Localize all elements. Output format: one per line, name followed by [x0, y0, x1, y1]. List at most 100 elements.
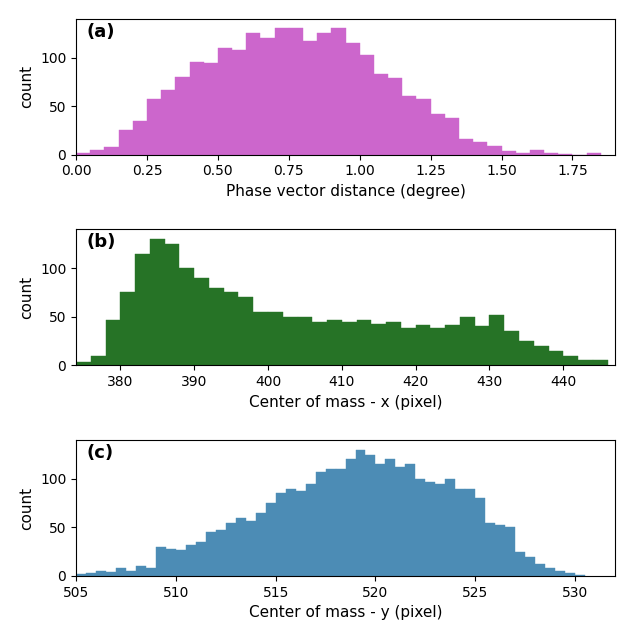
Bar [90, 150, 105, 155]
Bar [156, 546, 166, 576]
Bar [238, 297, 253, 366]
Bar [106, 320, 120, 366]
Text: (c): (c) [87, 444, 114, 462]
Bar [535, 564, 545, 576]
Bar [286, 488, 295, 576]
Bar [295, 491, 306, 576]
Bar [374, 74, 388, 155]
Bar [488, 146, 501, 155]
Bar [402, 96, 417, 155]
Bar [489, 315, 504, 366]
Bar [209, 287, 224, 366]
Bar [216, 530, 226, 576]
Bar [283, 317, 297, 366]
Bar [476, 498, 485, 576]
Bar [436, 484, 445, 576]
Bar [565, 573, 575, 576]
Bar [388, 78, 402, 155]
Bar [306, 484, 316, 576]
Bar [256, 513, 266, 576]
Bar [176, 550, 186, 576]
Text: (a): (a) [87, 23, 115, 41]
Bar [150, 239, 165, 366]
Bar [176, 77, 190, 155]
Bar [105, 147, 119, 155]
Bar [356, 320, 372, 366]
Bar [455, 488, 465, 576]
Bar [224, 292, 238, 366]
Bar [236, 518, 246, 576]
Bar [166, 549, 176, 576]
Bar [495, 525, 505, 576]
Bar [356, 449, 365, 576]
Bar [190, 63, 204, 155]
Bar [586, 153, 601, 155]
Bar [335, 469, 346, 576]
Bar [459, 139, 473, 155]
Bar [445, 324, 460, 366]
Bar [297, 317, 313, 366]
Bar [146, 568, 156, 576]
Bar [276, 493, 286, 576]
Bar [253, 312, 268, 366]
Bar [266, 503, 276, 576]
Bar [555, 571, 565, 576]
Bar [96, 571, 106, 576]
Text: (b): (b) [87, 233, 116, 252]
Bar [544, 153, 559, 155]
Bar [425, 482, 436, 576]
X-axis label: Center of mass - y (pixel): Center of mass - y (pixel) [249, 605, 443, 620]
Bar [475, 327, 489, 366]
Bar [268, 312, 283, 366]
Bar [346, 459, 356, 576]
Bar [218, 48, 232, 155]
Bar [136, 566, 146, 576]
Bar [135, 254, 150, 366]
Bar [332, 29, 346, 155]
Bar [316, 472, 326, 576]
Bar [515, 552, 525, 576]
Bar [246, 33, 261, 155]
Bar [372, 324, 386, 366]
Bar [416, 324, 430, 366]
Bar [465, 488, 476, 576]
Bar [359, 54, 374, 155]
Bar [232, 50, 246, 155]
Bar [313, 322, 327, 366]
Bar [327, 320, 342, 366]
Bar [525, 557, 535, 576]
Bar [119, 130, 133, 155]
Bar [86, 573, 96, 576]
Bar [206, 532, 216, 576]
Bar [365, 454, 375, 576]
Bar [204, 63, 218, 155]
Bar [186, 545, 196, 576]
X-axis label: Phase vector distance (degree): Phase vector distance (degree) [226, 184, 465, 199]
Bar [326, 469, 335, 576]
Bar [405, 464, 415, 576]
Bar [275, 29, 289, 155]
Bar [342, 322, 356, 366]
Bar [385, 459, 396, 576]
Bar [317, 33, 332, 155]
Bar [460, 317, 475, 366]
Bar [396, 467, 405, 576]
Bar [76, 153, 90, 155]
Bar [246, 521, 256, 576]
Bar [161, 90, 176, 155]
Y-axis label: count: count [20, 486, 34, 530]
Bar [519, 341, 534, 366]
Bar [76, 574, 86, 576]
Bar [445, 118, 459, 155]
Bar [504, 331, 519, 366]
Bar [548, 351, 563, 366]
Bar [303, 41, 317, 155]
Bar [126, 571, 136, 576]
Bar [106, 572, 116, 576]
Bar [196, 542, 206, 576]
Bar [415, 479, 425, 576]
Bar [417, 100, 430, 155]
Bar [401, 329, 416, 366]
Bar [485, 523, 495, 576]
Bar [261, 38, 275, 155]
